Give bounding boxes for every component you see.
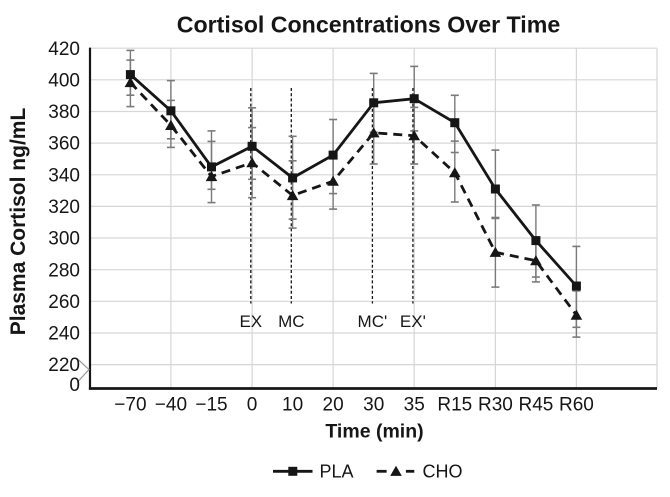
svg-text:EX: EX [239,312,262,331]
svg-text:Time (min): Time (min) [325,421,423,443]
svg-text:Cortisol Concentrations Over T: Cortisol Concentrations Over Time [177,12,561,38]
svg-text:−15: −15 [195,395,227,416]
svg-text:220: 220 [48,355,80,376]
svg-text:320: 320 [48,197,80,218]
svg-text:−70: −70 [114,395,146,416]
svg-text:360: 360 [48,134,80,155]
svg-text:EX': EX' [400,312,426,331]
svg-text:240: 240 [48,324,80,345]
svg-text:30: 30 [363,395,384,416]
svg-text:R15: R15 [437,395,472,416]
svg-text:420: 420 [48,39,80,60]
svg-text:300: 300 [48,229,80,250]
svg-text:MC': MC' [358,312,388,331]
svg-text:Plasma Cortisol ng/mL: Plasma Cortisol ng/mL [7,108,30,336]
svg-text:280: 280 [48,260,80,281]
svg-text:PLA: PLA [320,462,354,482]
svg-text:CHO: CHO [423,462,463,482]
svg-text:340: 340 [48,165,80,186]
svg-text:260: 260 [48,292,80,313]
svg-text:10: 10 [282,395,303,416]
svg-text:400: 400 [48,70,80,91]
svg-text:R30: R30 [478,395,513,416]
svg-text:−40: −40 [155,395,187,416]
svg-text:MC: MC [278,312,304,331]
svg-text:0: 0 [69,375,80,396]
svg-text:R45: R45 [518,395,553,416]
svg-text:R60: R60 [559,395,594,416]
svg-text:0: 0 [247,395,258,416]
svg-text:35: 35 [404,395,425,416]
svg-text:380: 380 [48,102,80,123]
svg-text:20: 20 [323,395,344,416]
